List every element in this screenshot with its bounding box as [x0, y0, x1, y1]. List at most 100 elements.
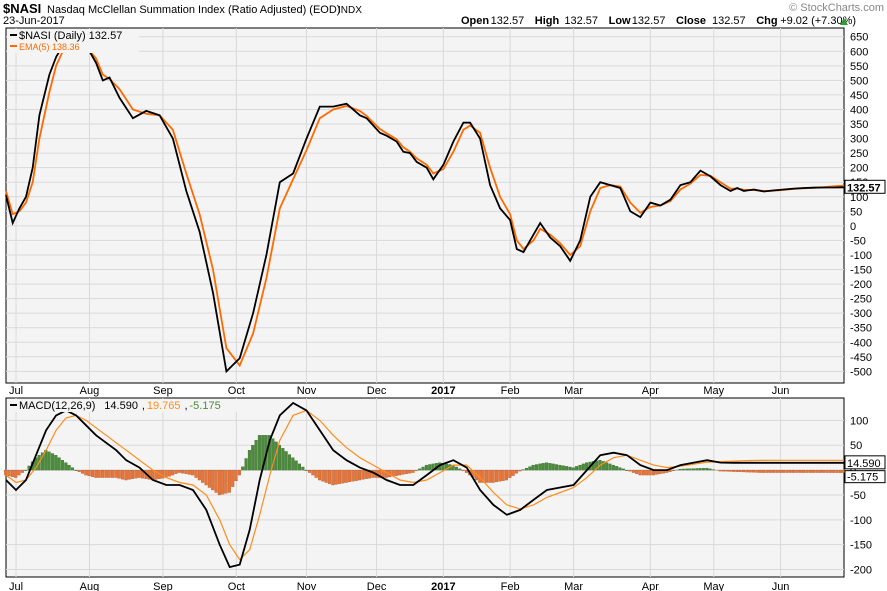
histogram-bar: [257, 435, 261, 471]
histogram-bar: [207, 469, 211, 488]
histogram-bar: [281, 448, 285, 471]
price-y-tick: 350: [850, 119, 868, 131]
histogram-bar: [74, 469, 78, 471]
price-y-tick: -100: [850, 250, 872, 262]
x-tick-label-upper: Jun: [772, 385, 790, 397]
histogram-bar: [117, 469, 121, 479]
macd-series-line: [5, 401, 844, 569]
histogram-bar: [271, 438, 275, 471]
histogram-bar: [111, 469, 115, 478]
histogram-bar: [798, 469, 802, 473]
histogram-bar: [705, 467, 709, 471]
histogram-bar: [608, 463, 612, 471]
close-value: 132.57: [712, 15, 746, 27]
price-y-tick: -400: [850, 337, 872, 349]
histogram-bar: [184, 469, 188, 474]
histogram-bar: [277, 445, 281, 471]
histogram-bar: [528, 466, 532, 471]
histogram-bar: [171, 469, 175, 476]
histogram-bar: [334, 469, 338, 485]
histogram-bar: [454, 466, 458, 471]
histogram-bar: [628, 469, 632, 472]
high-label: High: [535, 15, 560, 27]
chg-label: Chg: [756, 15, 777, 27]
price-y-tick: 50: [850, 206, 862, 218]
histogram-bar: [40, 452, 44, 471]
histogram-bar: [131, 469, 135, 479]
histogram-bar: [214, 469, 218, 493]
histogram-bar: [818, 469, 822, 473]
histogram-bar: [344, 469, 348, 483]
histogram-bar: [398, 469, 402, 476]
histogram-bar: [748, 469, 752, 473]
price-y-tick: 500: [850, 75, 868, 87]
histogram-bar: [648, 469, 652, 476]
histogram-bar: [341, 469, 345, 484]
price-y-tick: -450: [850, 352, 872, 364]
histogram-bar: [805, 469, 809, 473]
histogram-bar: [755, 469, 759, 473]
histogram-bar: [321, 469, 325, 482]
macd-y-tick: -200: [850, 565, 872, 577]
price-y-tick: 100: [850, 192, 868, 204]
histogram-bar: [735, 469, 739, 472]
histogram-bar: [832, 469, 836, 473]
histogram-bar: [14, 469, 18, 478]
histogram-bar: [70, 467, 74, 471]
histogram-bar: [294, 460, 298, 471]
histogram-bar: [725, 469, 729, 472]
exchange-label: INDX: [338, 5, 362, 16]
price-y-tick: -200: [850, 279, 872, 291]
price-series-line: [5, 44, 845, 374]
histogram-bar: [484, 469, 488, 483]
histogram-bar: [822, 469, 826, 473]
histogram-bar: [635, 469, 639, 474]
histogram-bar: [241, 466, 245, 471]
histogram-bar: [601, 461, 605, 471]
histogram-bar: [97, 469, 101, 478]
histogram-bar: [368, 469, 372, 479]
histogram-bar: [307, 469, 312, 473]
x-tick-label: Sep: [153, 581, 173, 591]
histogram-bar: [481, 469, 485, 483]
macd-panel: [5, 397, 845, 578]
histogram-bar: [678, 468, 682, 471]
histogram-bar: [778, 469, 782, 473]
histogram-bar: [107, 469, 111, 478]
histogram-bar: [581, 463, 585, 471]
x-tick-label-upper: Dec: [367, 385, 387, 397]
price-y-tick: 550: [850, 61, 868, 73]
histogram-bar: [428, 464, 432, 471]
histogram-bar: [738, 469, 742, 472]
histogram-bar: [251, 445, 255, 471]
low-value: 132.57: [632, 15, 666, 27]
histogram-bar: [187, 469, 191, 475]
histogram-bar: [4, 469, 8, 476]
histogram-bar: [605, 462, 609, 471]
x-tick-label-upper: Aug: [80, 385, 100, 397]
histogram-bar: [301, 466, 305, 471]
macd-legend-bg: [7, 399, 243, 412]
histogram-bar: [638, 469, 642, 476]
histogram-bar: [508, 469, 512, 478]
histogram-bar: [698, 468, 702, 471]
histogram-bar: [64, 462, 68, 471]
hist-badge-text: -5.175: [847, 472, 878, 484]
price-panel: [5, 27, 845, 384]
histogram-bar: [167, 469, 171, 477]
histogram-bar: [701, 468, 705, 471]
histogram-bar: [551, 463, 555, 471]
histogram-bar: [464, 469, 468, 473]
histogram-bar: [47, 451, 51, 471]
histogram-bar: [541, 463, 545, 471]
price-y-tick: 0: [850, 221, 856, 233]
histogram-bar: [408, 469, 412, 474]
symbol-label: $NASI: [3, 1, 41, 16]
histogram-bar: [204, 469, 208, 486]
histogram-bar: [124, 469, 128, 481]
x-tick-label: Feb: [501, 581, 520, 591]
histogram-bar: [50, 453, 54, 471]
histogram-bar: [411, 469, 415, 473]
histogram-bar: [531, 464, 535, 471]
histogram-bar: [224, 469, 228, 494]
